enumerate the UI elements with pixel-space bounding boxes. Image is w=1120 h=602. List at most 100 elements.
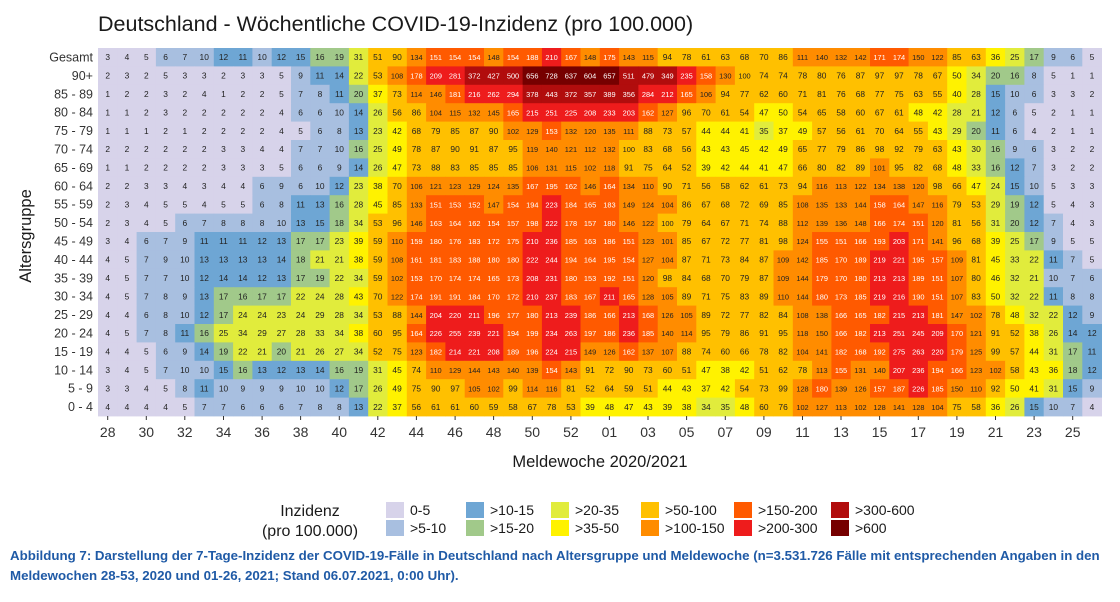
cell-value-label: 99 (778, 383, 788, 393)
heatmap-cell (966, 360, 987, 380)
heatmap-cell (599, 379, 620, 398)
heatmap-cell (773, 232, 794, 251)
legend-label: >35-50 (575, 520, 619, 536)
heatmap-cell (773, 84, 794, 104)
heatmap-cell (175, 66, 195, 86)
cell-value-label: 24 (238, 310, 248, 320)
cell-value-label: 53 (373, 218, 383, 228)
cell-value-label: 5 (182, 199, 187, 209)
legend-items: 0-5>5-10>10-15>15-20>20-35>35-50>50-100>… (386, 502, 915, 536)
heatmap-cell (1005, 103, 1025, 122)
cell-value-label: 3 (1051, 89, 1056, 99)
cell-value-label: 5 (163, 199, 168, 209)
cell-value-label: 65 (817, 107, 827, 117)
cell-value-label: 15 (1010, 181, 1020, 191)
heatmap-cell (889, 140, 909, 159)
cell-value-label: 89 (701, 310, 711, 320)
cell-value-label: 113 (835, 403, 847, 412)
cell-value-label: 2 (1051, 126, 1056, 136)
cell-value-label: 148 (854, 219, 866, 228)
cell-value-label: 4 (279, 126, 284, 136)
heatmap-cell (599, 213, 620, 233)
heatmap-cell (348, 379, 369, 398)
heatmap-cell (291, 324, 311, 343)
cell-value-label: 4 (163, 402, 168, 412)
heatmap-cell (445, 324, 466, 343)
heatmap-cell (310, 66, 330, 86)
cell-value-label: 656 (526, 72, 538, 81)
cell-value-label: 38 (354, 328, 364, 338)
cell-value-label: 51 (682, 365, 692, 375)
cell-value-label: 106 (526, 164, 538, 173)
cell-value-label: 50 (778, 107, 788, 117)
cell-value-label: 26 (315, 347, 325, 357)
cell-value-label: 4 (1070, 199, 1075, 209)
cell-value-label: 132 (835, 53, 847, 62)
heatmap-cell (831, 250, 852, 270)
heatmap-cell (155, 176, 176, 196)
cell-value-label: 239 (468, 329, 480, 338)
heatmap-cell (155, 268, 176, 288)
cell-value-label: 4 (260, 144, 265, 154)
heatmap-cell (812, 176, 832, 196)
cell-value-label: 61 (450, 402, 460, 412)
cell-value-label: 34 (971, 71, 981, 81)
heatmap-cell (812, 379, 832, 398)
heatmap-cell (233, 250, 253, 270)
cell-value-label: 157 (873, 384, 885, 393)
cell-value-label: 45 (392, 365, 402, 375)
heatmap-cell (117, 121, 137, 141)
cell-value-label: 134 (410, 53, 422, 62)
heatmap-cell (812, 213, 832, 233)
cell-value-label: 127 (816, 403, 828, 412)
heatmap-cell (966, 268, 987, 288)
heatmap-cell (406, 213, 427, 233)
cell-value-label: 20 (1010, 218, 1020, 228)
heatmap-cell (310, 176, 330, 196)
cell-value-label: 68 (971, 236, 981, 246)
cell-value-label: 180 (854, 274, 866, 283)
cell-value-label: 62 (778, 365, 788, 375)
heatmap-cell (541, 213, 562, 233)
cell-value-label: 356 (623, 90, 635, 99)
cell-value-label: 208 (487, 348, 499, 357)
cell-value-label: 97 (894, 71, 904, 81)
heatmap-cell (445, 397, 466, 417)
cell-value-label: 67 (721, 218, 731, 228)
cell-value-label: 9 (182, 236, 187, 246)
heatmap-cell (638, 324, 659, 343)
legend-swatch (831, 520, 849, 536)
heatmap-cell (1063, 121, 1083, 141)
cell-value-label: 11 (200, 383, 209, 393)
cell-value-label: 101 (873, 164, 885, 173)
heatmap-cell (310, 121, 330, 141)
cell-value-label: 143 (565, 366, 577, 375)
heatmap-cell (117, 360, 137, 380)
y-tick-label: 30 - 34 (54, 290, 93, 304)
cell-value-label: 3 (182, 71, 187, 81)
cell-value-label: 162 (623, 348, 635, 357)
heatmap-cell (638, 305, 659, 325)
cell-value-label: 122 (642, 219, 654, 228)
heatmap-cell (387, 287, 408, 306)
cell-value-label: 45 (373, 199, 383, 209)
heatmap-cell (580, 140, 601, 159)
cell-value-label: 11 (180, 328, 189, 338)
cell-value-label: 372 (468, 72, 480, 81)
cell-value-label: 6 (260, 402, 265, 412)
heatmap-cell (696, 397, 716, 417)
heatmap-cell (329, 397, 350, 417)
heatmap-cell (484, 379, 504, 398)
cell-value-label: 106 (700, 90, 712, 99)
cell-value-label: 127 (642, 256, 654, 265)
heatmap-cell (368, 176, 388, 196)
heatmap-cell (271, 232, 292, 251)
cell-value-label: 5 (1051, 71, 1056, 81)
heatmap-cell (1024, 324, 1045, 343)
heatmap-cell (426, 66, 446, 86)
cell-value-label: 154 (468, 53, 480, 62)
heatmap-cell (291, 176, 311, 196)
heatmap-cell (271, 287, 292, 306)
cell-value-label: 18 (335, 218, 345, 228)
heatmap-cell (464, 232, 485, 251)
